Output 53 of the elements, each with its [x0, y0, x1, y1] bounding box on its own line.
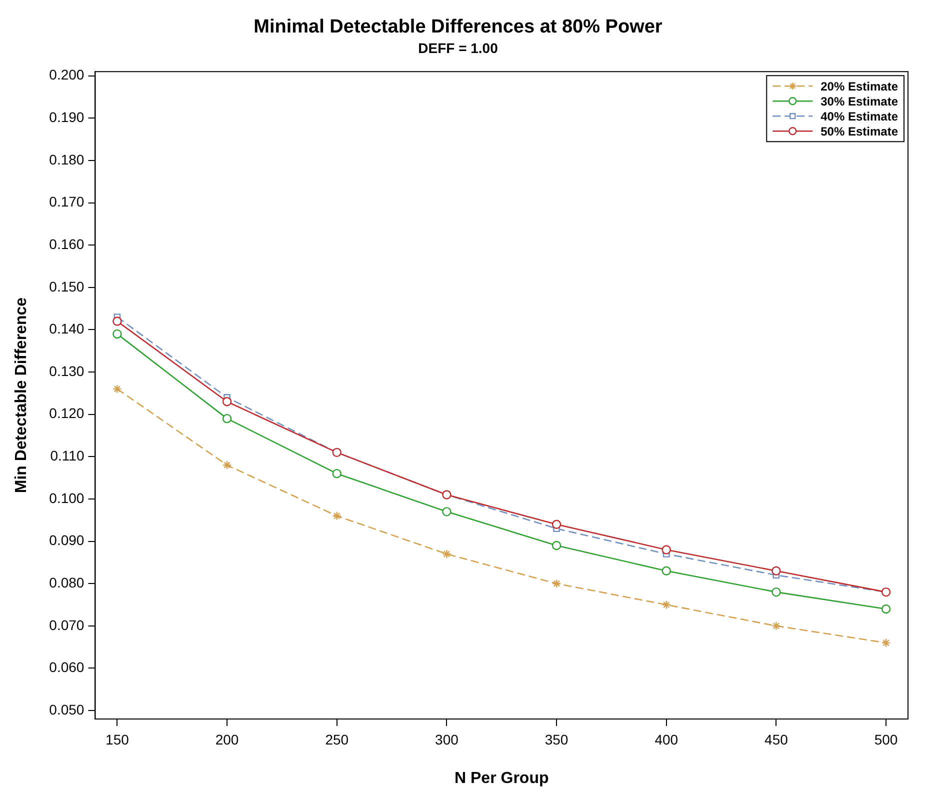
- y-tick-label: 0.120: [49, 405, 84, 422]
- y-tick-label: 0.190: [49, 109, 84, 126]
- point: [552, 578, 562, 588]
- point: [552, 520, 562, 529]
- y-tick-label: 0.160: [49, 236, 84, 252]
- point: [772, 587, 781, 597]
- point: [222, 397, 232, 406]
- point: [772, 621, 781, 631]
- point: [332, 468, 342, 478]
- chart-subtitle: DEFF = 1.00: [418, 40, 498, 56]
- point: [881, 638, 891, 648]
- x-tick-label: 500: [874, 731, 898, 748]
- point: [772, 566, 781, 576]
- y-tick-label: 0.070: [49, 616, 84, 633]
- legend-label: 50% Estimate: [820, 124, 898, 138]
- y-tick-label: 0.180: [49, 151, 84, 168]
- y-tick-label: 0.100: [49, 490, 84, 506]
- point: [442, 549, 452, 559]
- point: [112, 316, 122, 326]
- x-tick-label: 300: [435, 731, 459, 748]
- point: [332, 511, 342, 520]
- point: [552, 540, 562, 550]
- y-tick-label: 0.150: [49, 278, 84, 294]
- chart-title: Minimal Detectable Differences at 80% Power: [254, 16, 663, 38]
- y-axis-title: Min Detectable Difference: [13, 297, 30, 494]
- point: [881, 604, 891, 614]
- x-tick-label: 400: [654, 731, 678, 748]
- y-tick-label: 0.050: [49, 701, 84, 718]
- legend-label: 30% Estimate: [820, 94, 898, 108]
- point: [112, 329, 122, 339]
- y-tick-label: 0.060: [49, 659, 84, 676]
- point: [222, 460, 232, 470]
- legend-label: 20% Estimate: [820, 79, 898, 94]
- y-tick-label: 0.110: [50, 448, 84, 464]
- point: [222, 414, 232, 424]
- legend-label: 40% Estimate: [820, 109, 898, 124]
- x-tick-label: 250: [325, 731, 349, 748]
- x-tick-label: 200: [215, 731, 239, 748]
- y-tick-label: 0.130: [49, 362, 84, 379]
- point: [662, 566, 671, 576]
- y-tick-label: 0.170: [49, 194, 84, 210]
- point: [662, 600, 671, 610]
- point: [442, 507, 452, 516]
- x-tick-label: 350: [544, 731, 568, 748]
- y-tick-label: 0.200: [49, 66, 84, 83]
- y-tick-label: 0.140: [49, 320, 84, 337]
- y-tick-label: 0.080: [49, 574, 84, 590]
- point: [662, 545, 671, 554]
- x-tick-label: 150: [106, 731, 130, 748]
- x-tick-label: 450: [764, 731, 788, 748]
- point: [112, 384, 122, 394]
- x-axis-title: N Per Group: [454, 770, 549, 787]
- y-tick-label: 0.090: [49, 532, 84, 548]
